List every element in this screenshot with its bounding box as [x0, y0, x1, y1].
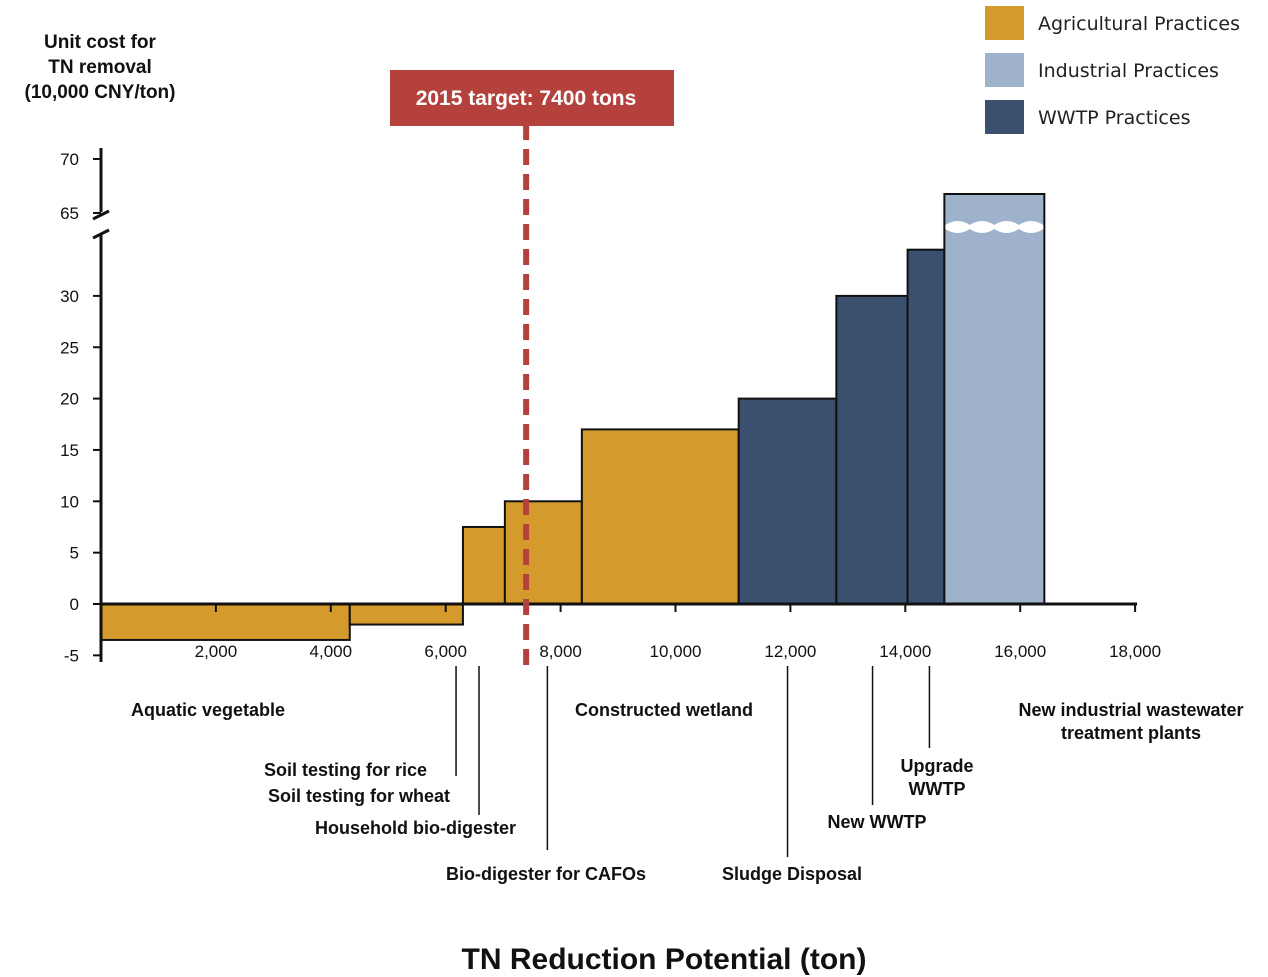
x-tick-label: 12,000: [764, 642, 816, 661]
legend-swatch-2: [985, 53, 1024, 87]
y-tick-label: -5: [64, 646, 79, 665]
y-axis-break-mark-lower: [92, 228, 110, 240]
x-tick-label: 18,000: [1109, 642, 1161, 661]
y-tick-label: 15: [60, 441, 79, 460]
x-axis-title: TN Reduction Potential (ton): [462, 943, 867, 976]
target-label-box: [390, 70, 674, 126]
practice-label: New industrial wastewater treatment plant…: [1018, 700, 1243, 743]
target-marker: 2015 target: 7400 tons: [390, 70, 674, 666]
legend: Agricultural Practices Industrial Practic…: [985, 6, 1240, 134]
practice-label: Sludge Disposal: [722, 864, 862, 884]
axes: -5 0 5 10 15 20 25 30 65 70 2,000 4,000 6,000 8,000 10…: [60, 148, 1161, 665]
y-tick-label: 70: [60, 150, 79, 169]
practice-label: Household bio-digester: [315, 818, 516, 838]
x-tick-label: 16,000: [994, 642, 1046, 661]
y-tick-label: 30: [60, 287, 79, 306]
cost-block-7: [835, 294, 909, 605]
y-axis-title-line: (10,000 CNY/ton): [25, 82, 176, 103]
practice-label: Bio-digester for CAFOs: [446, 864, 646, 884]
x-tick-label: 6,000: [424, 642, 467, 661]
cost-blocks: [100, 193, 1046, 641]
practice-annotations: Aquatic vegetable Soil testing for rice So…: [131, 666, 1244, 884]
x-tick-label: 14,000: [879, 642, 931, 661]
y-axis-break-mark-upper: [92, 209, 110, 221]
cost-block-8: [906, 248, 946, 605]
y-tick-label: 65: [60, 204, 79, 223]
target-label: 2015 target: 7400 tons: [416, 87, 637, 110]
y-tick-label: 20: [60, 390, 79, 409]
practice-label: New WWTP: [828, 812, 927, 832]
y-axis-title-line: TN removal: [48, 57, 151, 78]
legend-label: Agricultural Practices: [1038, 13, 1240, 35]
legend-label: Industrial Practices: [1038, 60, 1219, 82]
y-tick-label: 0: [70, 595, 79, 614]
x-tick-label: 10,000: [650, 642, 702, 661]
practice-label: Constructed wetland: [575, 700, 753, 720]
legend-swatch-3: [985, 100, 1024, 134]
cost-block-5: [580, 428, 740, 605]
legend-label: WWTP Practices: [1038, 107, 1190, 129]
cost-block-9: [943, 193, 1046, 605]
x-tick-label: 4,000: [310, 642, 353, 661]
practice-label: Upgrade WWTP: [900, 756, 973, 799]
x-tick-label: 8,000: [539, 642, 582, 661]
practice-label: Soil testing for rice: [264, 760, 427, 780]
y-tick-label: 10: [60, 492, 79, 511]
practice-label: Aquatic vegetable: [131, 700, 285, 720]
legend-swatch-1: [985, 6, 1024, 40]
cost-block-4: [503, 500, 583, 605]
y-tick-label: 25: [60, 338, 79, 357]
axis-break-band: [945, 221, 1044, 233]
cost-block-1: [100, 603, 351, 641]
y-axis-title: Unit cost for TN removal (10,000 CNY/ton): [25, 32, 176, 103]
cost-block-3: [461, 525, 506, 605]
y-tick-label: 5: [70, 544, 79, 563]
y-axis-title-line: Unit cost for: [44, 32, 156, 53]
practice-label: Soil testing for wheat: [268, 786, 450, 806]
x-tick-label: 2,000: [195, 642, 238, 661]
cost-block-6: [737, 397, 838, 605]
